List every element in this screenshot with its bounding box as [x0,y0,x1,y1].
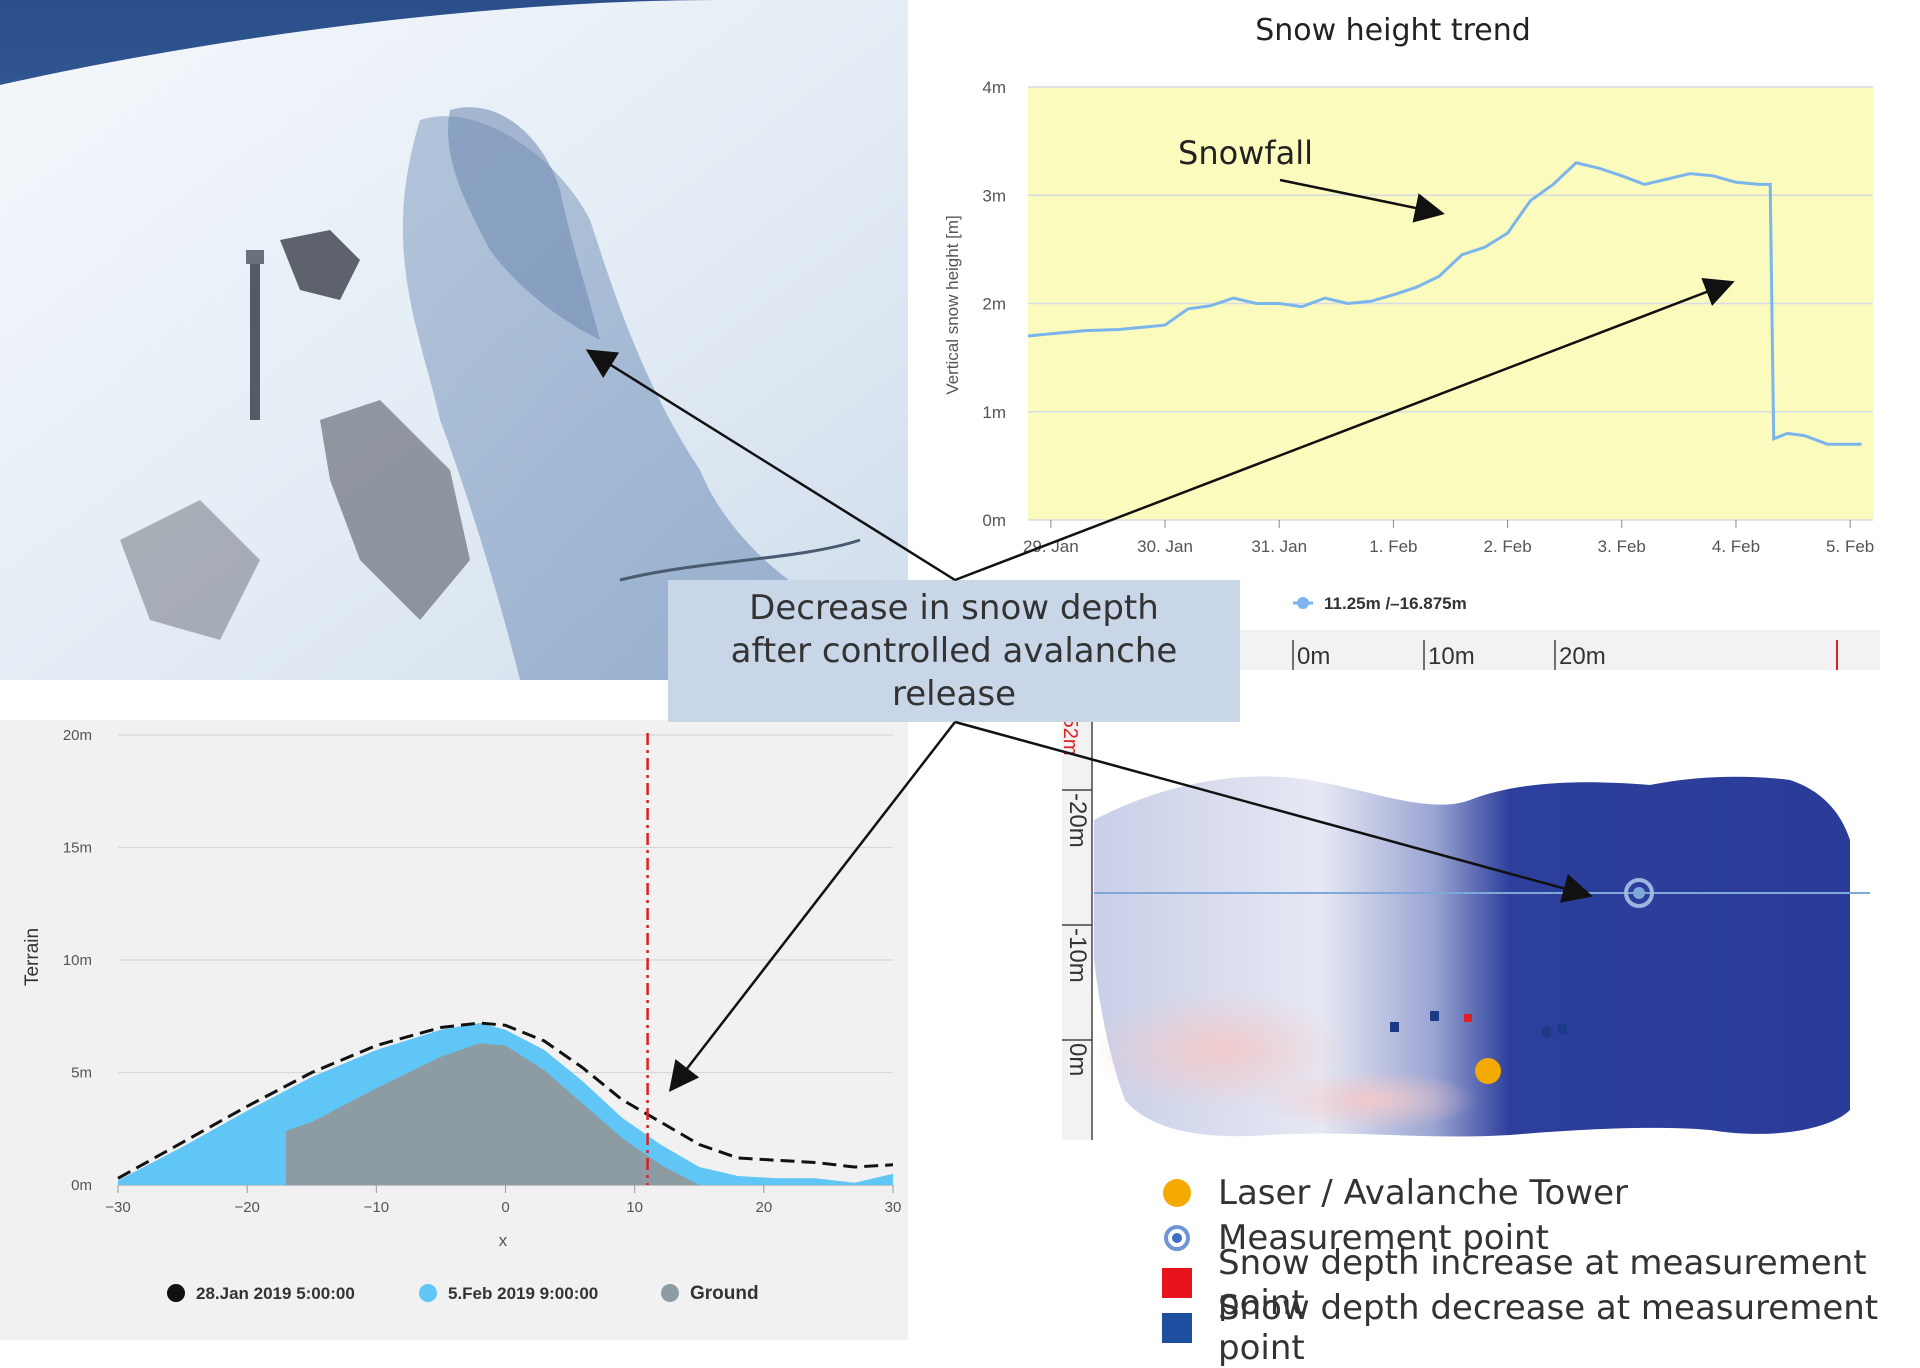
map-top-tick-label: 0m [1297,643,1330,670]
map-left-tick-label: -20m [1064,793,1091,848]
snowfall-annotation: Snowfall [1178,134,1313,172]
trend-xtick-label: 1. Feb [1369,537,1417,556]
profile-xlabel: x [499,1231,508,1250]
legend-item-laser-tower: Laser / Avalanche Tower [1160,1170,1920,1215]
crosshair-icon [1160,1221,1194,1255]
legend-label: Snow depth decrease at measurement point [1218,1287,1879,1368]
profile-legend-label: 28.Jan 2019 5:00:00 [196,1284,355,1303]
trend-ytick-label: 3m [982,186,1006,205]
map-left-tick-label: 0m [1064,1043,1091,1076]
legend-item-depth-increase: Snow depth increase at measurement point [1160,1243,1920,1323]
blue-square-icon [1160,1311,1194,1345]
red-square-icon [1160,1266,1194,1300]
profile-xtick-label: 30 [885,1199,902,1216]
profile-legend-item[interactable]: Ground [661,1283,759,1304]
trend-xtick-label: 31. Jan [1251,537,1307,556]
profile-xtick-label: −30 [105,1199,130,1216]
map-left-tick-label: -10m [1064,928,1091,983]
trend-legend-marker [1297,597,1309,609]
profile-ytick-label: 5m [71,1065,92,1082]
profile-ytick-label: 15m [63,840,92,857]
profile-series-ground [285,1043,738,1185]
profile-legend-marker [167,1284,185,1302]
profile-legend-label: 5.Feb 2019 9:00:00 [448,1284,598,1303]
profile-legend-marker [419,1284,437,1302]
map-top-tick-label: 20m [1559,643,1606,670]
measurement-point-icon[interactable] [1624,878,1654,908]
profile-xtick-label: 0 [501,1199,509,1216]
trend-xtick-label: 29. Jan [1023,537,1079,556]
profile-legend: 28.Jan 2019 5:00:00 5.Feb 2019 9:00:00 Gro… [167,1283,759,1304]
depth-decrease-marker [1390,1022,1399,1032]
depth-decrease-marker [1558,1024,1567,1034]
profile-series-jan28 [117,1021,894,1180]
trend-ytick-label: 0m [982,511,1006,530]
avalanche-slope-photo [0,0,908,680]
trend-ylabel: Vertical snow height [m] [943,215,962,395]
trend-ytick-label: 2m [982,295,1006,314]
profile-xtick-label: −20 [234,1199,259,1216]
profile-ylabel: Terrain [22,928,43,986]
legend-label: Snow depth increase at measurement point [1218,1242,1867,1323]
laser-tower-icon [1475,1058,1501,1084]
trend-ytick-label: 1m [982,403,1006,422]
profile-legend-marker [661,1284,679,1302]
depth-increase-marker [1464,1014,1472,1022]
profile-xtick-label: 10 [626,1199,643,1216]
legend-item-measurement-point: Measurement point [1160,1215,1920,1260]
trend-xtick-label: 5. Feb [1826,537,1874,556]
trend-xtick-label: 4. Feb [1712,537,1760,556]
depth-decrease-marker [1542,1027,1551,1037]
profile-legend-label: Ground [690,1283,759,1304]
map-legend: Laser / Avalanche Tower Measurement poin… [1160,1170,1920,1368]
trend-xtick-label: 2. Feb [1483,537,1531,556]
trend-legend[interactable]: 11.25m /–16.875m [1293,594,1467,613]
profile-xtick-label: −10 [364,1199,389,1216]
legend-item-depth-decrease: Snow depth decrease at measurement point [1160,1288,1920,1368]
callout-box: Decrease in snow depth after controlled … [668,580,1240,722]
depth-decrease-marker [1430,1011,1439,1021]
orange-dot-icon [1160,1176,1194,1210]
legend-label: Measurement point [1218,1217,1549,1258]
snow-height-trend-chart: Snow height trend 0m 1m 2m 3m 4m 29. Jan 30. … [943,13,1874,613]
terrain-profile-chart: 0m 5m 10m 15m 20m −30 −20 −10 0 10 20 30 Terrain x… [0,720,908,1340]
trend-xtick-label: 30. Jan [1137,537,1193,556]
callout-text: Decrease in snow depth after controlled … [730,587,1178,714]
trend-ytick-label: 4m [982,78,1006,97]
profile-ytick-label: 0m [71,1177,92,1194]
map-top-tick-label: 10m [1428,643,1475,670]
trend-xtick-label: 3. Feb [1598,537,1646,556]
profile-legend-item[interactable]: 28.Jan 2019 5:00:00 [167,1284,355,1303]
trend-legend-label: 11.25m /–16.875m [1324,594,1467,613]
profile-xtick-label: 20 [755,1199,772,1216]
legend-label: Laser / Avalanche Tower [1218,1172,1628,1213]
profile-legend-item[interactable]: 5.Feb 2019 9:00:00 [419,1284,598,1303]
profile-ytick-label: 20m [63,727,92,744]
profile-ytick-label: 10m [63,952,92,969]
trend-title: Snow height trend [1255,13,1531,48]
